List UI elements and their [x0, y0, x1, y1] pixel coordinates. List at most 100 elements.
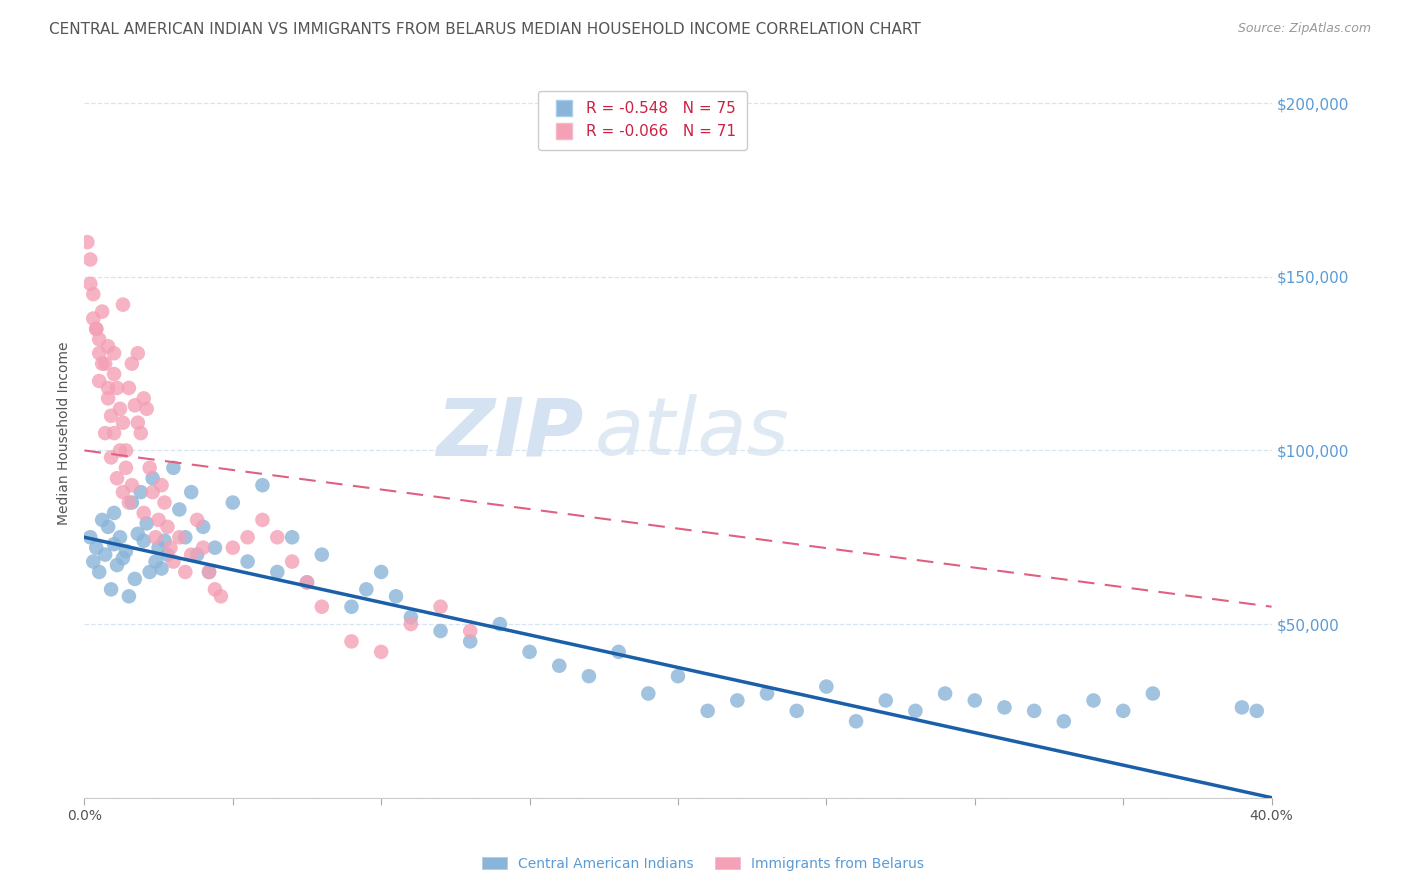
- Point: [607, 645, 630, 659]
- Point: [174, 530, 197, 544]
- Point: [105, 381, 128, 395]
- Point: [281, 530, 304, 544]
- Point: [548, 658, 571, 673]
- Point: [115, 544, 138, 558]
- Point: [153, 495, 176, 509]
- Point: [162, 555, 184, 569]
- Point: [89, 332, 111, 346]
- Text: atlas: atlas: [595, 394, 790, 472]
- Point: [145, 530, 167, 544]
- Point: [150, 561, 173, 575]
- Point: [159, 541, 181, 555]
- Point: [458, 634, 481, 648]
- Point: [204, 541, 226, 555]
- Point: [1230, 700, 1253, 714]
- Point: [191, 541, 214, 555]
- Point: [252, 513, 274, 527]
- Point: [103, 506, 125, 520]
- Point: [145, 555, 167, 569]
- Point: [121, 495, 143, 509]
- Point: [105, 471, 128, 485]
- Point: [135, 516, 157, 531]
- Point: [79, 252, 101, 267]
- Point: [138, 460, 160, 475]
- Point: [311, 599, 333, 614]
- Point: [1024, 704, 1046, 718]
- Point: [786, 704, 808, 718]
- Point: [370, 565, 392, 579]
- Point: [84, 322, 107, 336]
- Point: [108, 401, 131, 416]
- Point: [1112, 704, 1135, 718]
- Point: [94, 548, 117, 562]
- Point: [993, 700, 1015, 714]
- Point: [904, 704, 927, 718]
- Point: [150, 478, 173, 492]
- Point: [79, 530, 101, 544]
- Point: [105, 558, 128, 572]
- Point: [103, 367, 125, 381]
- Point: [1053, 714, 1076, 729]
- Point: [127, 346, 149, 360]
- Legend: R = -0.548   N = 75, R = -0.066   N = 71: R = -0.548 N = 75, R = -0.066 N = 71: [537, 91, 747, 150]
- Point: [875, 693, 897, 707]
- Point: [191, 520, 214, 534]
- Point: [111, 298, 134, 312]
- Point: [399, 617, 422, 632]
- Point: [696, 704, 718, 718]
- Point: [186, 548, 208, 562]
- Text: ZIP: ZIP: [436, 394, 583, 472]
- Point: [1142, 686, 1164, 700]
- Point: [266, 530, 288, 544]
- Point: [578, 669, 600, 683]
- Point: [169, 502, 191, 516]
- Point: [79, 277, 101, 291]
- Point: [111, 551, 134, 566]
- Point: [91, 513, 114, 527]
- Point: [725, 693, 748, 707]
- Point: [103, 426, 125, 441]
- Point: [169, 530, 191, 544]
- Point: [236, 530, 259, 544]
- Point: [156, 520, 179, 534]
- Point: [637, 686, 659, 700]
- Point: [89, 565, 111, 579]
- Point: [135, 401, 157, 416]
- Point: [121, 357, 143, 371]
- Point: [103, 346, 125, 360]
- Point: [111, 485, 134, 500]
- Point: [97, 392, 120, 406]
- Point: [198, 565, 221, 579]
- Point: [97, 381, 120, 395]
- Point: [82, 311, 104, 326]
- Legend: Central American Indians, Immigrants from Belarus: Central American Indians, Immigrants fro…: [477, 851, 929, 876]
- Point: [153, 533, 176, 548]
- Text: CENTRAL AMERICAN INDIAN VS IMMIGRANTS FROM BELARUS MEDIAN HOUSEHOLD INCOME CORRE: CENTRAL AMERICAN INDIAN VS IMMIGRANTS FR…: [49, 22, 921, 37]
- Point: [186, 513, 208, 527]
- Point: [252, 478, 274, 492]
- Point: [934, 686, 956, 700]
- Point: [100, 409, 122, 423]
- Point: [340, 634, 363, 648]
- Point: [815, 680, 838, 694]
- Point: [132, 392, 155, 406]
- Point: [89, 374, 111, 388]
- Point: [121, 478, 143, 492]
- Point: [91, 357, 114, 371]
- Text: Source: ZipAtlas.com: Source: ZipAtlas.com: [1237, 22, 1371, 36]
- Point: [180, 485, 202, 500]
- Point: [129, 485, 152, 500]
- Point: [156, 548, 179, 562]
- Point: [222, 495, 245, 509]
- Point: [124, 398, 146, 412]
- Point: [385, 589, 408, 603]
- Point: [162, 460, 184, 475]
- Point: [429, 624, 451, 638]
- Point: [127, 416, 149, 430]
- Y-axis label: Median Household Income: Median Household Income: [58, 342, 72, 524]
- Point: [103, 537, 125, 551]
- Point: [148, 513, 170, 527]
- Point: [204, 582, 226, 597]
- Point: [82, 287, 104, 301]
- Point: [82, 555, 104, 569]
